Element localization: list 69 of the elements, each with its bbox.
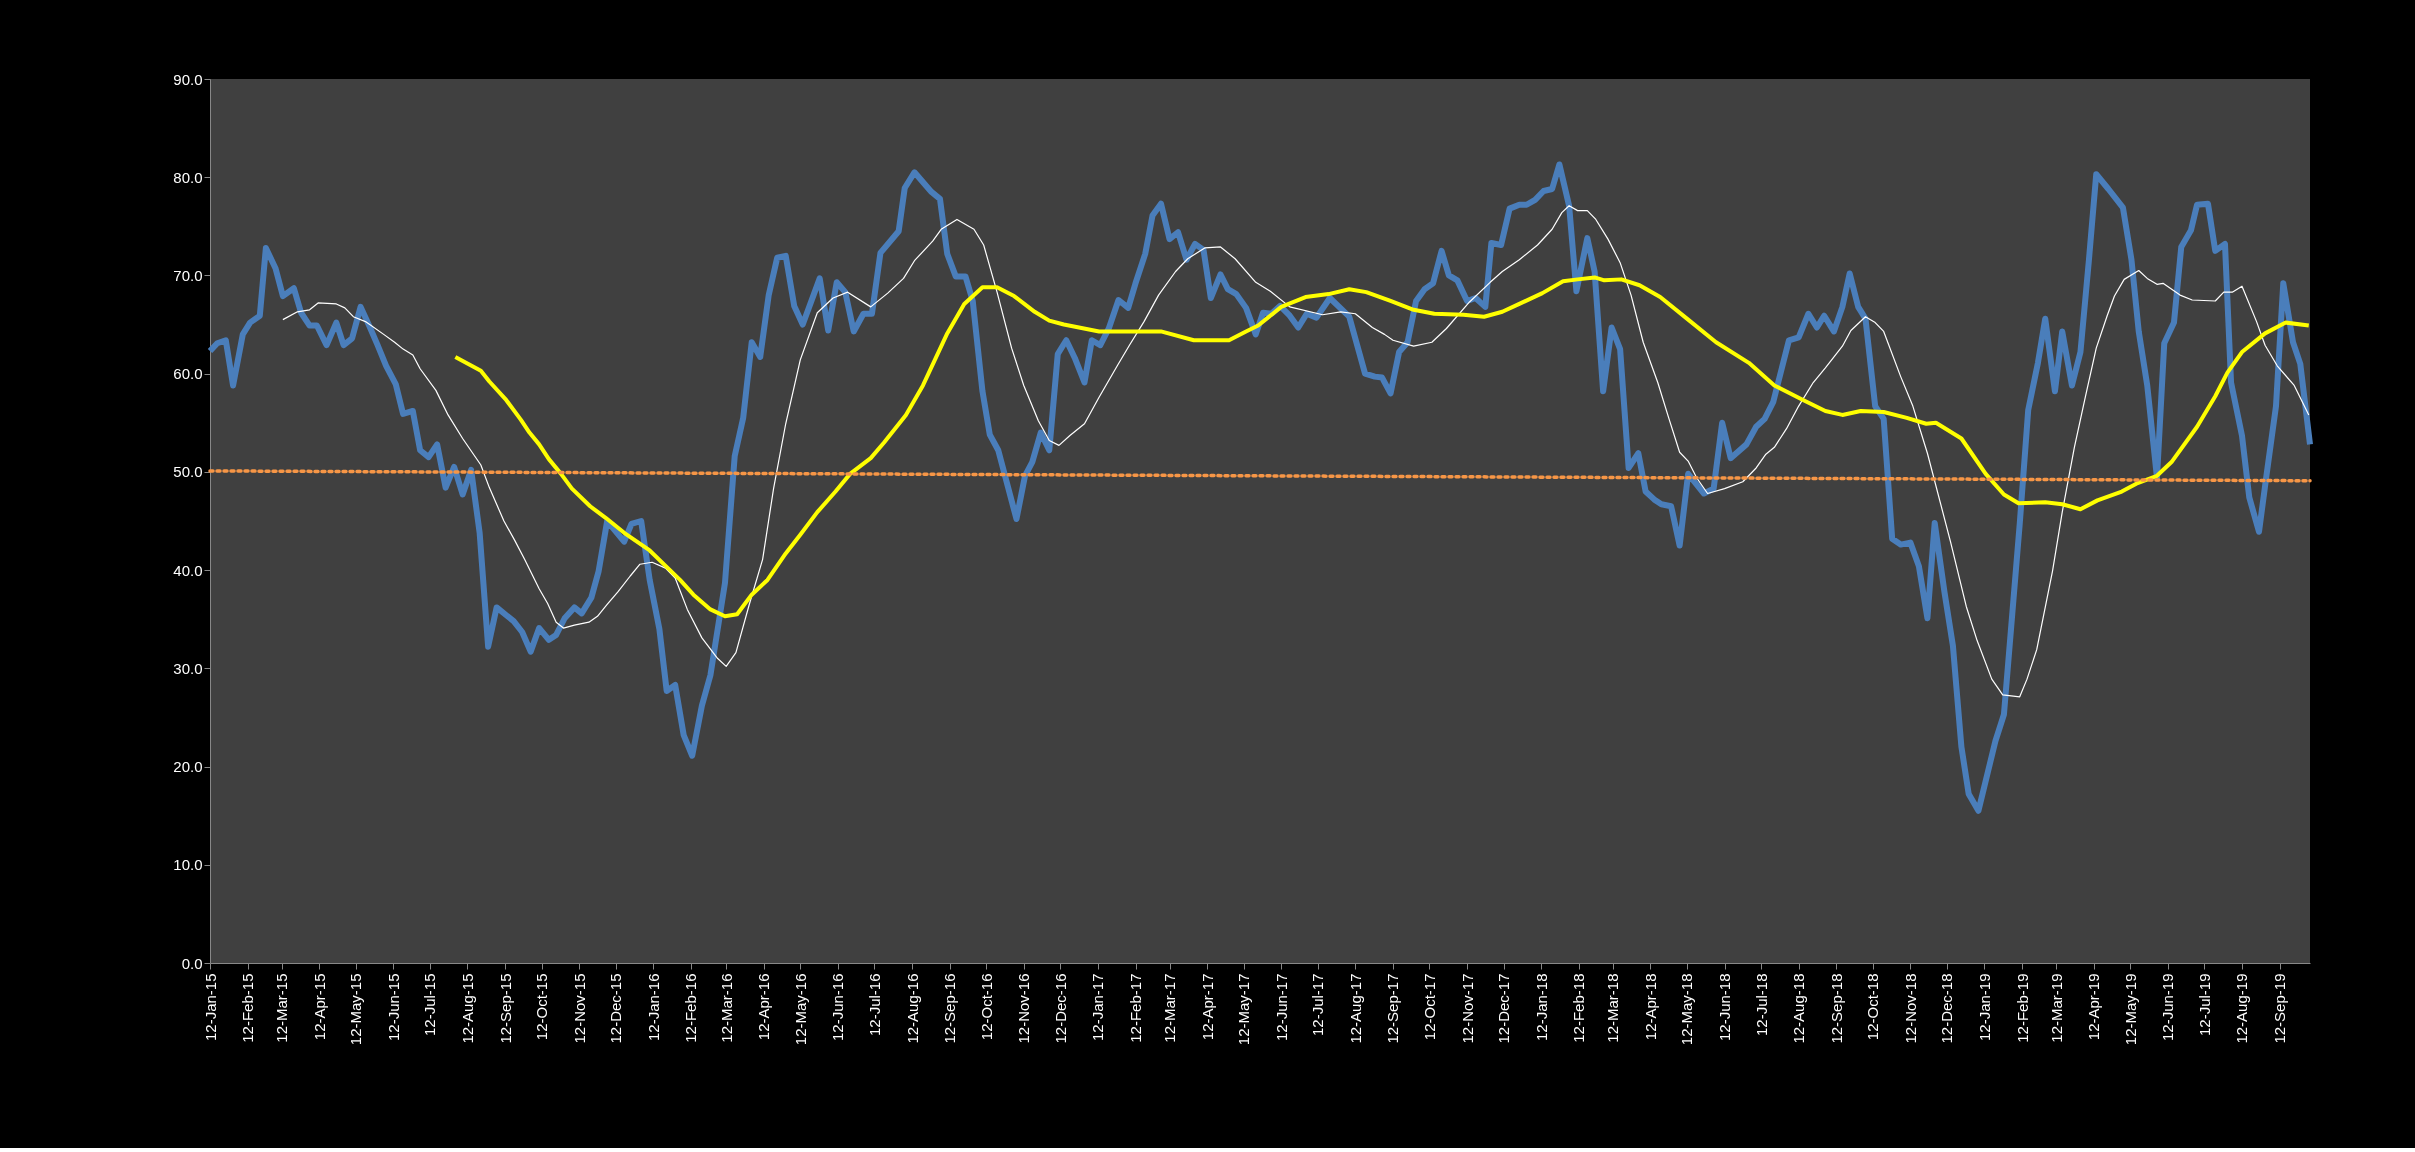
x-tick-label: 12-Jan-16 (644, 973, 662, 1042)
x-tick-label: 12-Jun-17 (1272, 973, 1290, 1042)
x-tick-label: 12-Apr-18 (1641, 973, 1659, 1041)
x-tick-label: 12-Aug-15 (458, 973, 476, 1044)
x-tick-label: 12-Sep-18 (1827, 973, 1845, 1044)
x-tick-label: 12-Jul-15 (421, 973, 439, 1037)
y-tick-label: 30.0 (173, 659, 203, 677)
x-tick-label: 12-May-17 (1235, 973, 1253, 1046)
x-tick-label: 12-Jul-18 (1752, 973, 1770, 1037)
x-tick-label: 12-Feb-15 (239, 973, 257, 1043)
x-tick-label: 12-Sep-17 (1384, 973, 1402, 1044)
line-series (282, 205, 2310, 698)
x-tick-label: 12-Jul-16 (865, 973, 883, 1037)
x-tick-label: 12-Apr-15 (310, 973, 328, 1041)
x-tick-label: 12-Jan-18 (1532, 973, 1550, 1042)
x-tick-label: 12-Mar-16 (717, 973, 735, 1043)
x-tick-label: 12-Jan-15 (201, 973, 219, 1042)
x-tick-label: 12-Feb-16 (682, 973, 700, 1043)
x-tick-label: 12-Sep-15 (496, 973, 514, 1044)
x-tick-label: 12-Nov-15 (570, 973, 588, 1044)
x-tick-label: 12-Feb-18 (1570, 973, 1588, 1043)
x-tick-label: 12-Dec-15 (607, 973, 625, 1044)
x-tick-label: 12-Aug-16 (903, 973, 921, 1044)
x-tick-label: 12-Dec-16 (1051, 973, 1069, 1044)
x-tick-label: 12-Feb-17 (1127, 973, 1145, 1043)
x-tick-label: 12-Dec-17 (1495, 973, 1513, 1044)
x-tick-label: 12-Jul-19 (2195, 973, 2213, 1037)
x-tick-label: 12-Jun-19 (2159, 973, 2177, 1042)
x-tick-label: 12-Oct-16 (977, 973, 995, 1041)
x-tick-label: 12-Aug-18 (1790, 973, 1808, 1044)
x-tick-label: 12-Aug-17 (1346, 973, 1364, 1044)
x-tick-label: 12-May-16 (791, 973, 809, 1046)
x-tick-label: 12-Apr-16 (755, 973, 773, 1041)
x-tick-label: 12-Jun-15 (384, 973, 402, 1042)
y-tick-label: 0.0 (181, 954, 203, 972)
line-series (453, 275, 2311, 619)
y-tick-label: 20.0 (173, 758, 203, 776)
x-tick-label: 12-May-19 (2121, 973, 2139, 1046)
x-tick-label: 12-Jan-17 (1089, 973, 1107, 1042)
x-tick-label: 12-Nov-18 (1901, 973, 1919, 1044)
y-tick-label: 40.0 (173, 561, 203, 579)
y-tick-label: 80.0 (173, 168, 203, 186)
x-tick-label: 12-Nov-16 (1015, 973, 1033, 1044)
x-tick-label: 12-Jul-17 (1309, 973, 1327, 1037)
x-tick-label: 12-Sep-16 (941, 973, 959, 1044)
x-tick-label: 12-Feb-19 (2013, 973, 2031, 1043)
x-tick-label: 12-Aug-19 (2233, 973, 2251, 1044)
x-tick-label: 12-Mar-15 (273, 973, 291, 1043)
x-tick-label: 12-Apr-17 (1198, 973, 1216, 1041)
x-tick-label: 12-Oct-15 (533, 973, 551, 1041)
x-tick-label: 12-Apr-19 (2085, 973, 2103, 1041)
x-tick-label: 12-May-15 (347, 973, 365, 1046)
y-tick-label: 10.0 (173, 856, 203, 874)
x-tick-label: 12-Nov-17 (1458, 973, 1476, 1044)
y-tick-label: 50.0 (173, 463, 203, 481)
x-tick-label: 12-Mar-17 (1161, 973, 1179, 1043)
x-tick-label: 12-Jun-18 (1716, 973, 1734, 1042)
x-tick-label: 12-Oct-18 (1864, 973, 1882, 1041)
x-tick-label: 12-Jan-19 (1975, 973, 1993, 1042)
x-tick-label: 12-Dec-18 (1938, 973, 1956, 1044)
x-tick-label: 12-Sep-19 (2271, 973, 2289, 1044)
x-tick-label: 12-Oct-17 (1420, 973, 1438, 1041)
x-tick-label: 12-Jun-16 (829, 973, 847, 1042)
x-tick-label: 12-Mar-18 (1604, 973, 1622, 1043)
y-tick-label: 70.0 (173, 266, 203, 284)
y-tick-label: 60.0 (173, 365, 203, 383)
x-tick-label: 12-Mar-19 (2047, 973, 2065, 1043)
y-tick-label: 90.0 (173, 70, 203, 88)
x-tick-label: 12-May-18 (1678, 973, 1696, 1046)
